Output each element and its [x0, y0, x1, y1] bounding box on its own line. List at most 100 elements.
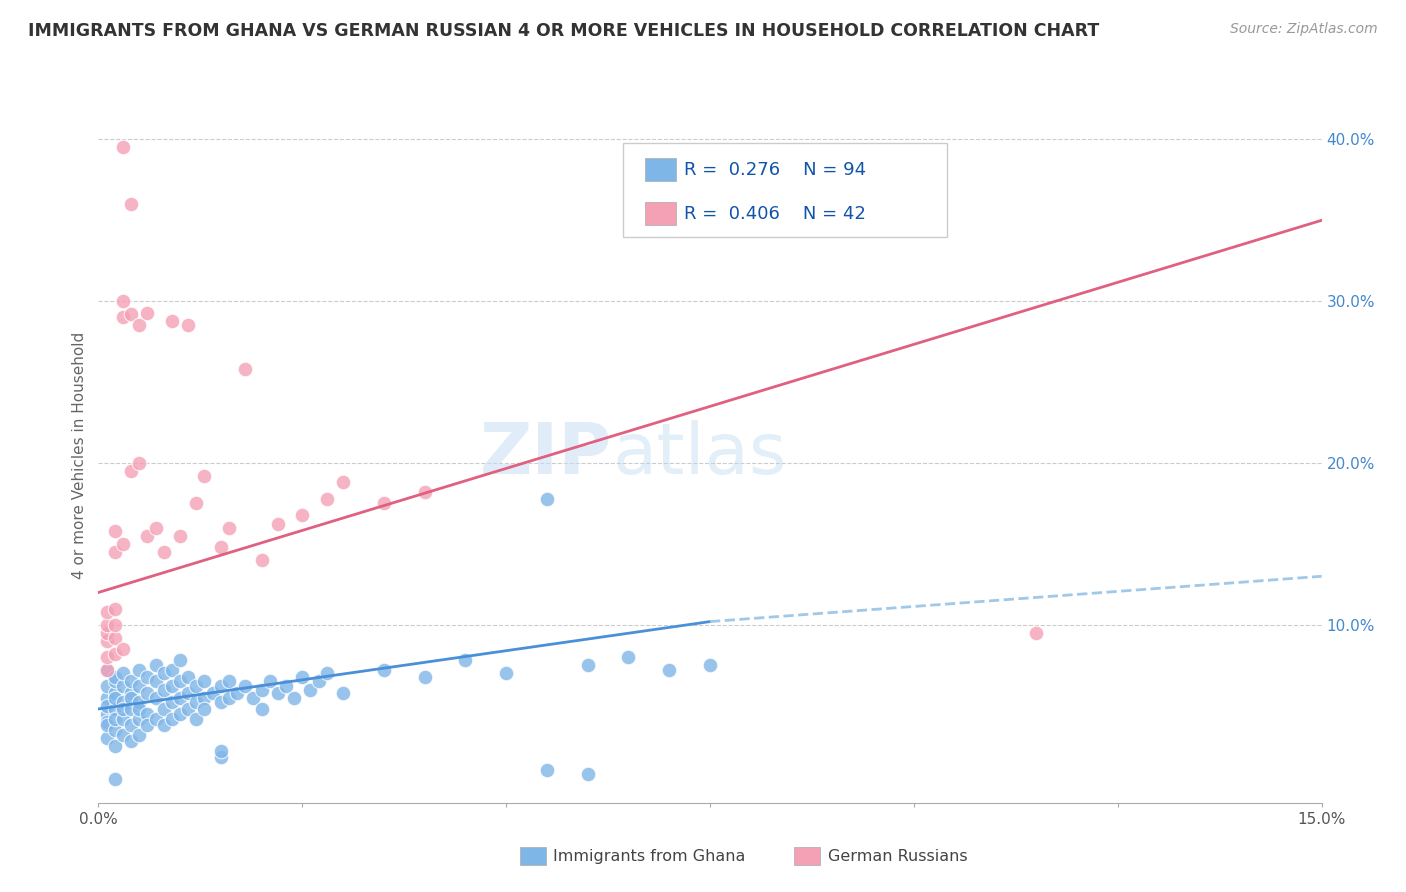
Point [136, 706, 159, 721]
Point [291, 508, 314, 522]
Point [96, 663, 118, 677]
Text: Immigrants from Ghana: Immigrants from Ghana [553, 849, 745, 863]
Point [120, 686, 142, 700]
Point [96, 714, 118, 729]
Text: ZIP: ZIP [479, 420, 612, 490]
Point [120, 674, 142, 689]
Point [250, 553, 273, 567]
Point [152, 545, 174, 559]
Point [111, 666, 134, 681]
Point [111, 702, 134, 716]
Point [454, 653, 477, 667]
Point [193, 702, 215, 716]
Point [233, 362, 256, 376]
Point [96, 679, 118, 693]
Point [152, 666, 174, 681]
Point [111, 537, 134, 551]
Point [96, 663, 118, 677]
Point [233, 679, 256, 693]
Point [145, 690, 167, 705]
Point [104, 690, 127, 705]
Point [111, 728, 134, 742]
Point [413, 670, 436, 684]
Point [177, 670, 200, 684]
Point [104, 686, 127, 700]
Point [315, 491, 337, 506]
Text: R =  0.406    N = 42: R = 0.406 N = 42 [683, 204, 866, 222]
Point [104, 631, 127, 645]
Point [145, 658, 167, 673]
Point [160, 712, 183, 726]
Point [104, 670, 127, 684]
Point [315, 666, 337, 681]
Point [96, 634, 118, 648]
Point [226, 686, 249, 700]
Point [136, 529, 159, 543]
Point [128, 456, 150, 470]
Point [373, 496, 395, 510]
Point [186, 496, 208, 510]
Point [120, 464, 142, 478]
Point [186, 696, 208, 710]
Point [128, 318, 150, 333]
Point [267, 517, 290, 532]
Point [242, 690, 264, 705]
Text: Source: ZipAtlas.com: Source: ZipAtlas.com [1230, 22, 1378, 37]
Point [193, 674, 215, 689]
Point [160, 696, 183, 710]
Point [152, 702, 174, 716]
Point [186, 712, 208, 726]
Point [104, 702, 127, 716]
Point [96, 731, 118, 745]
Point [145, 674, 167, 689]
Point [308, 674, 330, 689]
Point [250, 682, 273, 697]
Point [111, 294, 134, 309]
Point [209, 696, 232, 710]
Point [209, 679, 232, 693]
Point [104, 524, 127, 538]
Point [104, 723, 127, 737]
Point [111, 310, 134, 325]
Point [111, 679, 134, 693]
Point [495, 666, 517, 681]
Point [332, 686, 354, 700]
Point [169, 690, 191, 705]
Point [136, 718, 159, 732]
Point [104, 772, 127, 786]
Point [373, 663, 395, 677]
Point [145, 521, 167, 535]
Point [96, 650, 118, 665]
Point [186, 679, 208, 693]
Point [128, 696, 150, 710]
Point [332, 475, 354, 490]
Point [413, 485, 436, 500]
Point [120, 718, 142, 732]
Point [152, 718, 174, 732]
Point [218, 674, 240, 689]
Point [136, 686, 159, 700]
Point [250, 702, 273, 716]
Point [169, 529, 191, 543]
Point [283, 690, 305, 705]
Point [617, 650, 640, 665]
Point [177, 318, 200, 333]
Y-axis label: 4 or more Vehicles in Household: 4 or more Vehicles in Household [72, 331, 87, 579]
Point [104, 712, 127, 726]
Point [104, 545, 127, 559]
Point [104, 617, 127, 632]
Point [111, 140, 134, 154]
Point [120, 197, 142, 211]
Point [96, 626, 118, 640]
Point [136, 670, 159, 684]
Point [658, 663, 681, 677]
Point [104, 739, 127, 754]
Point [209, 540, 232, 554]
Point [128, 679, 150, 693]
Point [193, 690, 215, 705]
Point [128, 663, 150, 677]
Point [218, 521, 240, 535]
Point [274, 679, 297, 693]
Point [576, 766, 599, 780]
Point [104, 647, 127, 661]
